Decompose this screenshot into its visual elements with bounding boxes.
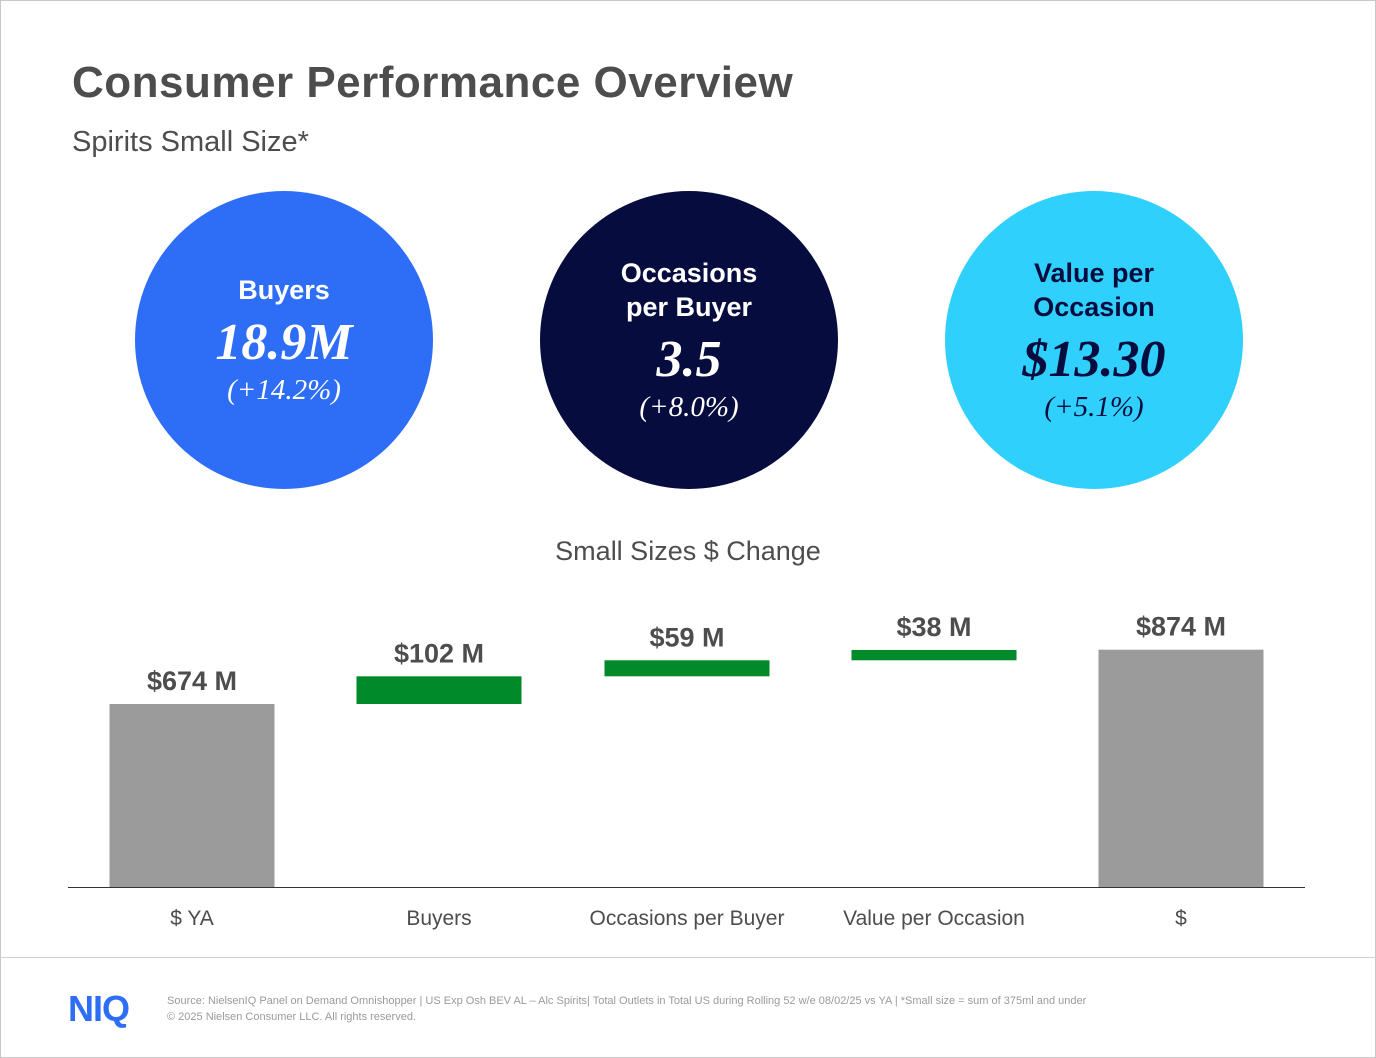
waterfall-bar: [851, 649, 1017, 661]
data-label: $874 M: [1136, 612, 1226, 642]
waterfall-bar: [1098, 649, 1264, 887]
waterfall-chart: $674 M $ YA $102 M Buyers $59 M Occasions per…: [68, 612, 1305, 930]
copyright-text: © 2025 Nielsen Consumer LLC. All rights …: [167, 1011, 416, 1023]
kpi-value: 18.9M: [215, 314, 353, 371]
kpi-value: $13.30: [1022, 331, 1166, 388]
category-label: Value per Occasion: [843, 907, 1025, 930]
kpi-value: 3.5: [656, 331, 722, 388]
kpi-label: Value per Occasion: [1033, 256, 1155, 324]
waterfall-bar: [604, 660, 770, 677]
footer-source: Source: NielsenIQ Panel on Demand Omnish…: [167, 993, 1086, 1025]
kpi-label: Occasions per Buyer: [621, 256, 758, 324]
kpi-circle: Value per Occasion $13.30 (+5.1%): [945, 191, 1243, 489]
kpi-label-line: Occasions: [620, 258, 758, 288]
page-subtitle: Spirits Small Size*: [72, 126, 309, 158]
page-title: Consumer Performance Overview: [72, 58, 794, 107]
waterfall-bar: [356, 676, 522, 704]
category-label: Buyers: [406, 907, 471, 930]
kpi-circle: Occasions per Buyer 3.5 (+8.0%): [540, 191, 838, 489]
category-label: $: [1175, 907, 1187, 930]
category-label: Occasions per Buyer: [590, 907, 785, 930]
data-label: $38 M: [896, 612, 971, 642]
data-label: $59 M: [649, 622, 724, 652]
kpi-label-line: Occasion: [1033, 292, 1155, 322]
waterfall-bar: [109, 704, 275, 887]
kpi-label: Buyers: [238, 273, 330, 307]
category-label: $ YA: [170, 907, 214, 930]
kpi-label-line: Buyers: [238, 275, 330, 305]
data-label: $674 M: [147, 666, 237, 696]
data-label: $102 M: [394, 638, 484, 668]
kpi-label-line: per Buyer: [625, 292, 753, 322]
kpi-change: (+5.1%): [1044, 391, 1144, 423]
source-text: Source: NielsenIQ Panel on Demand Omnish…: [167, 995, 1087, 1007]
kpi-circle: Buyers 18.9M (+14.2%): [135, 191, 433, 489]
niq-logo: NIQ: [68, 988, 130, 1029]
kpi-change: (+8.0%): [639, 391, 739, 423]
footer-divider: [0, 957, 1376, 958]
kpi-change: (+14.2%): [227, 374, 341, 406]
chart-title: Small Sizes $ Change: [555, 536, 821, 566]
kpi-label-line: Value per: [1033, 258, 1155, 288]
